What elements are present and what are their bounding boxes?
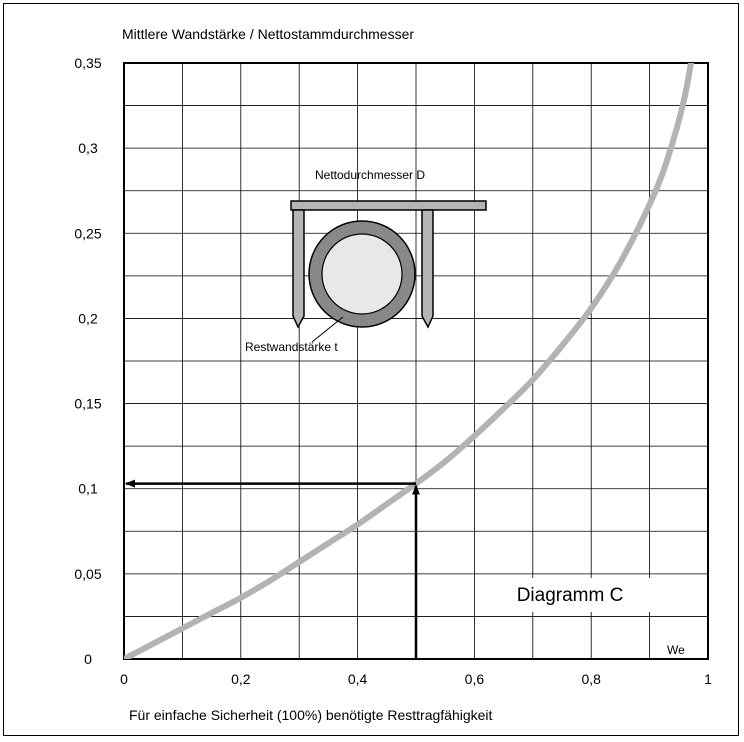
wall-thickness-pointer <box>311 316 344 343</box>
readout-arrows <box>125 479 420 659</box>
corner-label-box <box>663 642 693 657</box>
stem-inner-core <box>321 233 403 315</box>
y-tick-label: 0 <box>84 651 92 667</box>
x-tick-label: 0,8 <box>581 671 601 687</box>
x-tick-label: 0,4 <box>348 671 368 687</box>
x-axis-label: Für einfache Sicherheit (100%) benötigte… <box>129 707 493 723</box>
y-tick-label: 0,1 <box>78 481 98 497</box>
chart-frame: Mittlere Wandstärke / Nettostammdurchmes… <box>3 3 739 736</box>
caliper-bar <box>290 200 487 211</box>
diagram-label-box <box>490 578 651 612</box>
inset-top-label: Nettodurchmesser D <box>315 168 425 182</box>
inset-bottom-label: Restwandstärke t <box>245 340 338 354</box>
y-tick-label: 0,15 <box>74 396 101 412</box>
y-tick-label: 0,2 <box>78 310 98 326</box>
x-tick-label: 0,6 <box>465 671 485 687</box>
y-tick-label: 0,25 <box>74 225 101 241</box>
y-tick-label: 0,05 <box>74 566 101 582</box>
y-tick-labels: 0 0,05 0,1 0,15 0,2 0,25 0,3 0,35 <box>74 55 101 667</box>
caliper-right-jaw <box>421 209 434 329</box>
corner-label: We <box>667 643 685 657</box>
series-group <box>124 63 694 659</box>
y-tick-label: 0,35 <box>74 55 101 71</box>
y-tick-label: 0,3 <box>78 140 98 156</box>
caliper-left-jaw <box>292 209 305 329</box>
x-tick-label: 0 <box>120 671 128 687</box>
stem-diagram: Nettodurchmesser D Restwandstärke t <box>245 168 487 354</box>
series-line <box>124 63 694 659</box>
x-tick-labels: 0 0,2 0,4 0,6 0,8 1 <box>120 671 712 687</box>
chart: Mittlere Wandstärke / Nettostammdurchmes… <box>74 26 712 723</box>
x-tick-label: 0,2 <box>231 671 251 687</box>
chart-title: Mittlere Wandstärke / Nettostammdurchmes… <box>122 26 414 42</box>
x-tick-label: 1 <box>704 671 712 687</box>
diagram-label: Diagramm C <box>517 585 624 606</box>
